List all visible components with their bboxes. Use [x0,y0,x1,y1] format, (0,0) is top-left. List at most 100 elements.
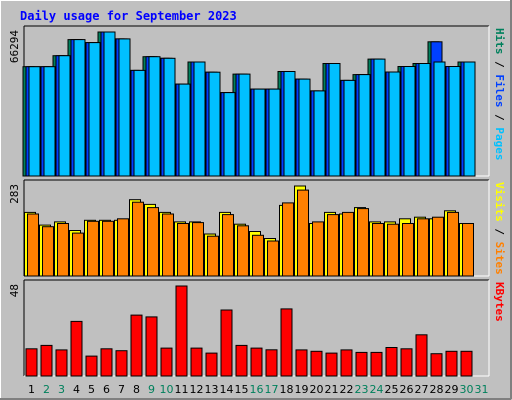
kbytes-panel: 48 KBytes [8,279,506,377]
hits-bar-pages-21 [328,63,341,177]
hits-bar-pages-8 [133,69,146,177]
hits-bar-pages-14 [223,92,236,177]
x-tick-label: 27 [415,383,429,396]
sites-bar-sites-11 [177,223,189,277]
x-tick-label: 20 [310,383,324,396]
hits-max-label: 66294 [8,30,21,63]
kbytes-bar-kbytes-28 [430,353,443,377]
hits-bar-pages-17 [268,88,281,177]
sites-bar-sites-2 [42,226,54,277]
x-tick-label: 16 [250,383,264,396]
x-tick-label: 4 [73,383,80,396]
hits-bar-pages-27 [418,63,431,177]
hits-bar-pages-22 [343,79,356,177]
sites-bar-sites-25 [387,223,399,277]
hits-bar-pages-19 [298,78,311,177]
hits-bar-pages-28 [433,61,446,177]
kbytes-bar-kbytes-29 [445,350,458,377]
kbytes-bar-kbytes-1 [25,348,38,377]
hits-bar-pages-9 [148,56,161,177]
kbytes-bar-kbytes-26 [400,348,413,377]
hits-bar-pages-11 [178,83,191,177]
sites-legend-part: / [493,222,506,242]
sites-bar-sites-9 [147,207,159,277]
sites-bar-sites-10 [162,213,174,277]
hits-legend-part: / [493,108,506,128]
hits-bar-pages-6 [103,31,116,177]
kbytes-bar-kbytes-17 [265,349,278,377]
hits-bar-pages-16 [253,88,266,177]
sites-bar-sites-22 [342,211,354,277]
hits-bar-pages-12 [193,61,206,177]
hits-bar-pages-23 [358,74,371,177]
hits-bar-pages-15 [238,73,251,177]
hits-legend: Hits / Files / Pages [493,28,506,161]
sites-bar-sites-13 [207,235,219,277]
sites-bar-sites-15 [237,225,249,277]
x-tick-label: 22 [340,383,354,396]
sites-bar-sites-27 [417,218,429,277]
hits-bar-pages-25 [388,71,401,177]
x-tick-label: 6 [103,383,110,396]
kbytes-bar-kbytes-21 [325,352,338,377]
kbytes-bar-kbytes-23 [355,351,368,377]
x-tick-label: 26 [400,383,414,396]
sites-bar-sites-16 [252,234,264,277]
kbytes-bar-kbytes-25 [385,347,398,377]
sites-bar-sites-7 [117,218,129,277]
x-tick-label: 3 [58,383,65,396]
hits-bar-pages-30 [463,61,476,177]
kbytes-bar-kbytes-16 [250,347,263,377]
kbytes-bar-kbytes-3 [55,349,68,377]
kbytes-bar-kbytes-13 [205,352,218,377]
sites-bar-sites-6 [102,220,114,277]
x-tick-label: 19 [295,383,309,396]
x-tick-label: 10 [160,383,174,396]
sites-bar-sites-8 [132,201,144,277]
hits-legend-part: Pages [493,127,506,160]
x-tick-label: 29 [445,383,459,396]
x-tick-label: 28 [430,383,444,396]
hits-bar-pages-4 [73,39,86,177]
x-tick-label: 7 [118,383,125,396]
chart-title: Daily usage for September 2023 [20,9,237,23]
hits-bar-pages-5 [88,42,101,177]
kbytes-bar-kbytes-12 [190,347,203,377]
kbytes-bar-kbytes-10 [160,347,173,377]
sites-bar-sites-4 [72,232,84,277]
kbytes-bar-kbytes-5 [85,355,98,377]
kbytes-bar-kbytes-9 [145,316,158,377]
x-tick-label: 23 [355,383,369,396]
kbytes-bar-kbytes-7 [115,350,128,377]
sites-bar-sites-14 [222,214,234,277]
sites-bar-sites-20 [312,221,324,277]
sites-bar-sites-19 [297,189,309,277]
hits-bar-pages-24 [373,58,386,177]
sites-bar-sites-29 [447,211,459,277]
hits-bar-pages-3 [58,55,71,177]
sites-bar-sites-26 [402,223,414,277]
hits-bar-pages-10 [163,57,176,177]
sites-bar-sites-17 [267,240,279,277]
kbytes-max-label: 48 [8,284,21,297]
x-tick-label: 25 [385,383,399,396]
sites-legend-part: Visits [493,182,506,222]
sites-bar-sites-1 [27,213,39,277]
kbytes-bar-kbytes-14 [220,309,233,377]
kbytes-bar-kbytes-11 [175,285,188,377]
kbytes-bar-kbytes-19 [295,349,308,377]
sites-bar-sites-21 [327,214,339,277]
kbytes-bar-kbytes-22 [340,349,353,377]
x-tick-label: 30 [460,383,474,396]
hits-bar-pages-1 [28,66,41,177]
kbytes-bar-kbytes-15 [235,344,248,377]
x-tick-label: 24 [370,383,384,396]
hits-bar-pages-2 [43,66,56,177]
x-tick-label: 11 [175,383,189,396]
x-tick-label: 9 [148,383,155,396]
x-tick-label: 8 [133,383,140,396]
hits-bar-pages-26 [403,66,416,177]
hits-legend-part: Files [493,74,506,107]
